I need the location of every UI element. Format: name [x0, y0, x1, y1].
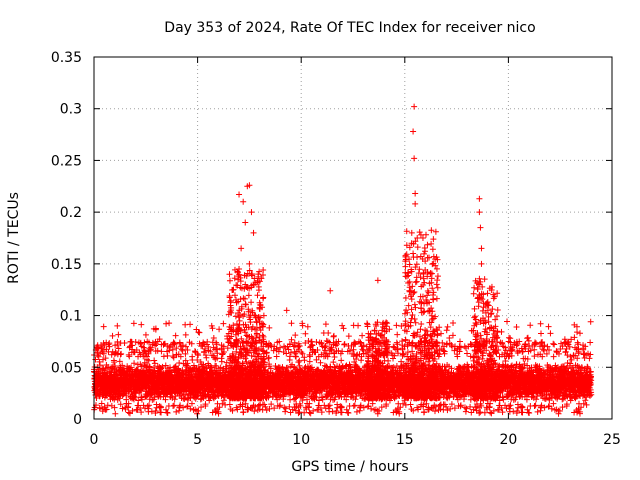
data-point: [140, 402, 147, 409]
data-point: [125, 400, 132, 407]
data-point: [112, 410, 119, 417]
data-point: [128, 364, 135, 371]
data-point: [158, 348, 165, 355]
data-point: [138, 409, 145, 416]
data-point: [407, 401, 414, 408]
data-point: [326, 402, 333, 409]
data-point: [169, 346, 176, 353]
data-point: [162, 406, 169, 413]
data-point: [163, 409, 170, 416]
data-point: [171, 402, 178, 409]
data-point: [162, 396, 169, 403]
data-point: [101, 369, 108, 376]
data-point: [351, 402, 358, 409]
data-point: [201, 348, 208, 355]
grid: [94, 57, 612, 419]
data-point: [226, 401, 233, 408]
data-point: [282, 408, 289, 415]
data-point: [106, 343, 113, 350]
data-point: [95, 353, 102, 360]
data-point: [184, 403, 191, 410]
data-point: [170, 402, 177, 409]
data-point: [154, 347, 161, 354]
data-point: [177, 402, 184, 409]
data-point: [202, 401, 209, 408]
data-point: [376, 408, 383, 415]
data-point: [359, 346, 366, 353]
data-point: [171, 396, 178, 403]
data-points: [91, 103, 595, 417]
data-point: [344, 409, 351, 416]
data-point: [263, 407, 270, 414]
data-point: [144, 403, 151, 410]
data-point: [202, 345, 209, 352]
data-point: [188, 400, 195, 407]
data-point: [338, 409, 345, 416]
data-point: [169, 353, 176, 360]
data-point: [140, 344, 147, 351]
data-point: [111, 404, 118, 411]
data-point: [219, 400, 226, 407]
data-point: [115, 345, 122, 352]
data-point: [146, 402, 153, 409]
data-point: [353, 408, 360, 415]
data-point: [171, 340, 178, 347]
data-point: [152, 408, 159, 415]
data-point: [173, 408, 180, 415]
data-point: [378, 404, 385, 411]
data-point: [436, 402, 443, 409]
data-point: [198, 404, 205, 411]
data-point: [182, 343, 189, 350]
data-point: [164, 409, 171, 416]
data-point: [184, 402, 191, 409]
chart-title: Day 353 of 2024, Rate Of TEC Index for r…: [164, 20, 535, 36]
data-point: [179, 347, 186, 354]
data-point: [204, 338, 211, 345]
data-point: [182, 350, 189, 357]
data-point: [321, 402, 328, 409]
data-point: [162, 362, 169, 369]
data-point: [444, 407, 451, 414]
data-point: [98, 400, 105, 407]
data-point: [138, 396, 145, 403]
data-point: [96, 405, 103, 412]
data-point: [158, 409, 165, 416]
data-point: [195, 408, 202, 415]
data-point: [121, 340, 128, 347]
data-point: [194, 410, 201, 417]
data-point: [95, 344, 102, 351]
data-point: [125, 409, 132, 416]
data-point: [143, 393, 150, 400]
data-point: [255, 402, 262, 409]
data-point: [180, 404, 187, 411]
data-point: [153, 341, 160, 348]
data-point: [187, 395, 194, 402]
data-point: [126, 353, 133, 360]
data-point: [130, 394, 137, 401]
data-point: [108, 351, 115, 358]
data-point: [134, 366, 141, 373]
data-point: [187, 405, 194, 412]
data-point: [350, 402, 357, 409]
data-point: [178, 346, 185, 353]
data-point: [177, 353, 184, 360]
data-point: [103, 406, 110, 413]
data-point: [129, 407, 136, 414]
data-point: [180, 342, 187, 349]
data-point: [123, 392, 130, 399]
data-point: [119, 405, 126, 412]
data-point: [104, 402, 111, 409]
data-point: [184, 347, 191, 354]
data-point: [117, 401, 124, 408]
